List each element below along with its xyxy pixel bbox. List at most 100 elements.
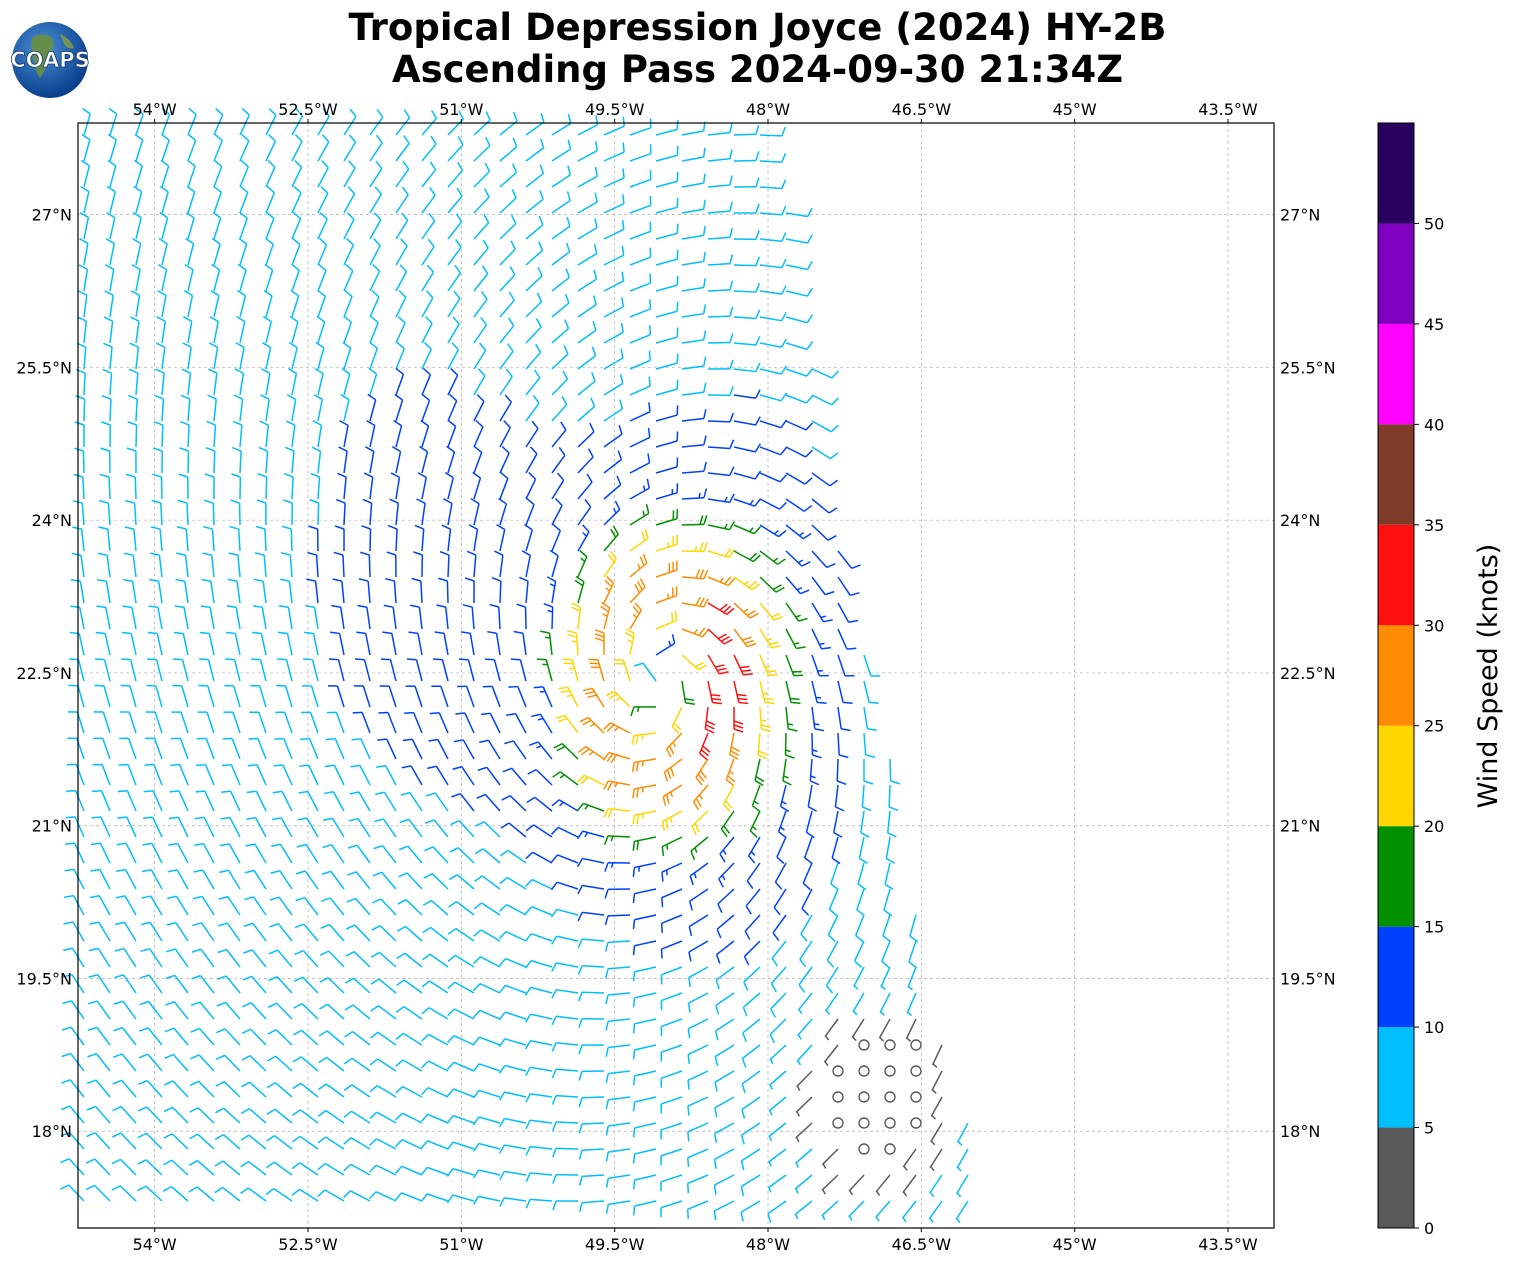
wind-barb xyxy=(881,940,891,969)
wind-barb xyxy=(955,1174,969,1198)
wind-barb xyxy=(632,1096,657,1112)
wind-barb xyxy=(714,1018,735,1041)
wind-barb xyxy=(759,550,786,565)
wind-barb xyxy=(267,1029,293,1046)
wind-barb xyxy=(70,605,85,630)
wind-barb xyxy=(408,631,423,656)
wind-barb xyxy=(525,1039,553,1050)
wind-barb xyxy=(265,159,276,188)
wind-barb xyxy=(111,1158,137,1176)
wind-barb xyxy=(632,810,657,825)
colorbar: 0 5 10 15 20 25 30 35 40 45 50 Wind Speed (knots) xyxy=(1377,122,1504,1238)
wind-barb xyxy=(135,107,144,136)
calm-wind-marker xyxy=(858,1143,870,1155)
wind-barb xyxy=(663,758,683,782)
calm-wind-marker xyxy=(910,1117,922,1129)
wind-barb xyxy=(371,925,397,942)
wind-barb xyxy=(886,810,897,838)
wind-barb xyxy=(499,471,509,500)
wind-barb xyxy=(551,165,572,188)
wind-barb xyxy=(317,134,330,162)
wind-barb xyxy=(759,472,788,483)
wind-barb xyxy=(163,1133,189,1150)
wind-barb xyxy=(167,895,189,916)
wind-barb xyxy=(370,1005,397,1020)
wind-barb xyxy=(420,1166,449,1176)
wind-barb xyxy=(681,654,708,671)
wind-barb xyxy=(501,794,527,812)
colorbar-tick-label: 5 xyxy=(1424,1119,1434,1138)
wind-barb xyxy=(629,325,652,344)
wind-barb xyxy=(733,203,760,214)
wind-barb xyxy=(191,948,215,968)
wind-barb xyxy=(854,940,865,969)
wind-barb xyxy=(749,810,761,838)
wind-barb xyxy=(114,974,137,994)
wind-barb xyxy=(89,921,111,942)
wind-barb xyxy=(473,956,501,968)
wind-barb xyxy=(421,212,436,240)
wind-barb xyxy=(337,472,347,500)
wind-barb xyxy=(287,368,298,396)
wind-barb xyxy=(200,605,215,630)
wind-barb xyxy=(470,497,480,526)
wind-barb xyxy=(317,263,327,292)
wind-barb xyxy=(219,869,241,890)
wind-barb xyxy=(784,732,795,759)
wind-barb xyxy=(256,499,267,526)
wind-barb xyxy=(577,746,605,760)
wind-barb xyxy=(499,1197,527,1207)
wind-barb xyxy=(837,550,861,569)
wind-barb xyxy=(246,790,267,812)
wind-barb xyxy=(447,342,460,370)
wind-barb xyxy=(190,1027,215,1046)
wind-barb xyxy=(733,389,761,399)
wind-barb xyxy=(395,1112,423,1124)
wind-barb xyxy=(603,450,623,474)
wind-barb xyxy=(264,263,274,292)
wind-barb xyxy=(69,658,85,682)
wind-barb xyxy=(290,289,300,318)
wind-barb xyxy=(902,1148,917,1171)
wind-barb xyxy=(305,604,319,630)
wind-barb xyxy=(655,560,678,578)
wind-barb xyxy=(395,186,409,214)
wind-barb xyxy=(660,1148,683,1166)
wind-barb xyxy=(233,394,244,422)
wind-barb xyxy=(759,232,787,242)
wind-barb xyxy=(205,446,216,474)
wind-barb xyxy=(524,959,553,969)
wind-barb xyxy=(353,685,371,708)
wind-barb xyxy=(116,842,137,864)
wind-barb xyxy=(147,658,163,682)
wind-barb xyxy=(236,316,246,344)
wind-barb xyxy=(414,524,425,552)
wind-barb xyxy=(578,991,605,1002)
wind-barb xyxy=(227,578,241,604)
wind-barb xyxy=(655,431,679,448)
wind-barb xyxy=(446,1194,475,1204)
wind-barb xyxy=(176,526,189,552)
wind-barb xyxy=(629,376,651,396)
wind-barb xyxy=(499,1170,527,1181)
wind-barb xyxy=(395,341,406,370)
wind-barb xyxy=(210,289,220,318)
wind-barb xyxy=(577,498,592,526)
wind-barb xyxy=(133,159,143,188)
wind-barb xyxy=(508,685,527,708)
wind-barb xyxy=(603,525,619,552)
wind-barb xyxy=(577,295,597,318)
wind-barb xyxy=(111,1132,137,1150)
wind-barb xyxy=(271,817,293,838)
wind-barb xyxy=(729,732,740,760)
wind-barb xyxy=(757,732,768,760)
wind-barb xyxy=(293,1003,319,1020)
wind-barb xyxy=(215,1107,241,1124)
wind-barb xyxy=(137,1132,163,1150)
wind-barb xyxy=(785,287,814,297)
colorbar-tick-label: 40 xyxy=(1424,415,1444,434)
wind-barb xyxy=(371,898,397,916)
wind-barb xyxy=(499,266,516,292)
wind-barb xyxy=(189,1080,215,1098)
wind-barb xyxy=(401,765,423,786)
